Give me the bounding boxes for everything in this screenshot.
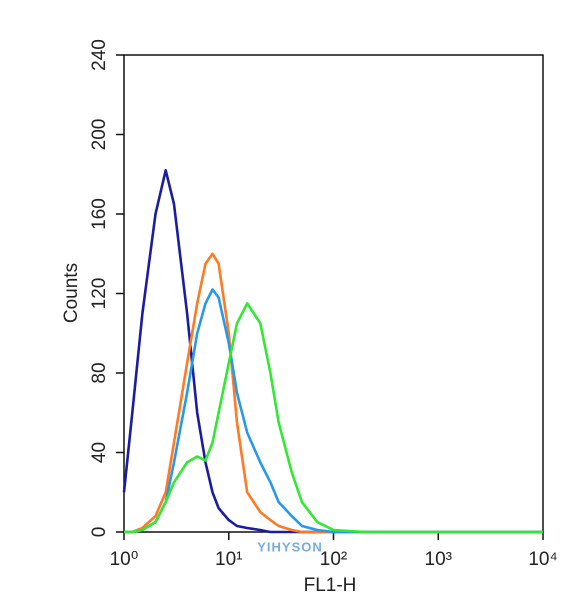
y-tick-label: 240 xyxy=(89,39,110,71)
y-tick-label: 160 xyxy=(89,198,110,230)
y-tick-label: 200 xyxy=(89,119,110,151)
series-line xyxy=(124,288,543,534)
y-tick-label: 120 xyxy=(89,278,110,310)
y-tick-label: 80 xyxy=(89,362,110,383)
watermark: YIHYSON xyxy=(257,539,323,554)
x-tick-label: 10³ xyxy=(425,549,452,570)
x-tick-label: 10⁰ xyxy=(110,549,139,570)
x-axis-label: FL1-H xyxy=(304,575,357,596)
y-axis-label: Counts xyxy=(61,263,82,323)
series-line xyxy=(122,169,543,534)
x-tick-label: 10¹ xyxy=(215,549,242,570)
y-tick-label: 40 xyxy=(89,442,110,463)
x-tick-label: 10⁴ xyxy=(528,549,557,570)
y-tick-label: 0 xyxy=(89,527,110,538)
series-line xyxy=(124,302,543,534)
x-tick-label: 10² xyxy=(320,549,347,570)
series-line xyxy=(124,252,543,534)
plot-frame xyxy=(123,54,544,533)
